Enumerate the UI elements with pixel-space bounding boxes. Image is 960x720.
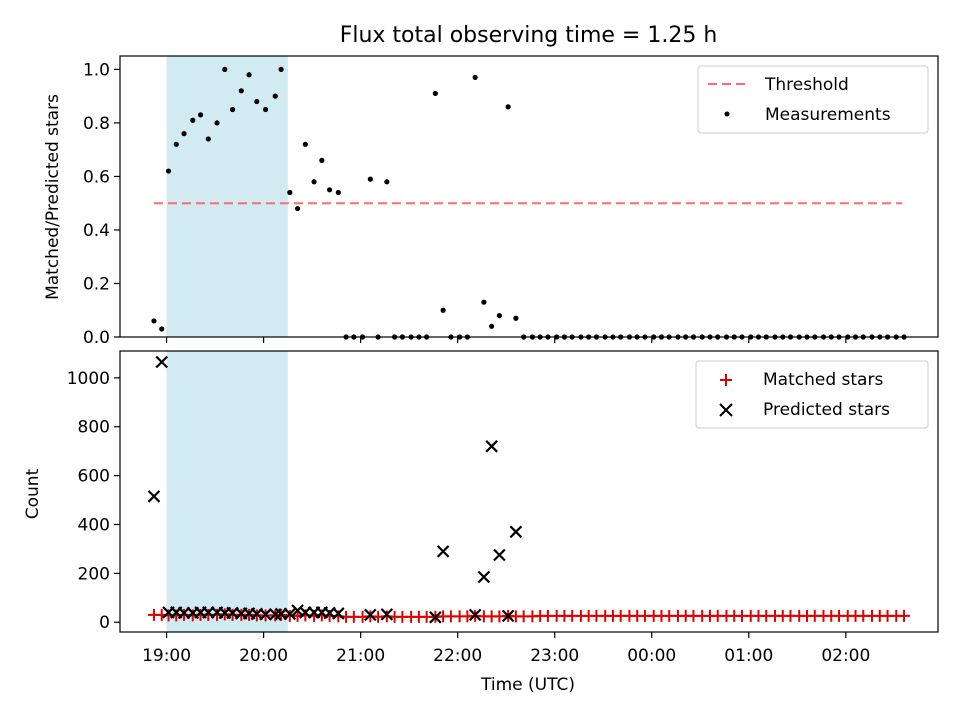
measurement-point (173, 141, 179, 147)
predicted-star-point (493, 548, 506, 562)
bottom-ytick-label: 0 (99, 613, 110, 633)
bottom-axes-frame (119, 350, 939, 633)
measurement-point (254, 98, 260, 105)
top-marks (151, 66, 907, 340)
bottom-marks (147, 355, 911, 624)
bottom-legend-frame (695, 360, 929, 429)
predicted-star-point (155, 355, 169, 369)
measurement-point (326, 187, 333, 193)
matched-star-point (898, 609, 911, 622)
measurement-point (181, 131, 187, 137)
measurement-point (278, 66, 284, 72)
legend-predicted-swatch (719, 403, 733, 417)
top-ytick-label: 0.0 (83, 328, 110, 348)
bottom-xtick-label: 01:00 (724, 646, 773, 666)
predicted-star-point (485, 440, 498, 453)
measurement-point (159, 326, 165, 332)
top-ytick-label: 0.2 (83, 274, 110, 294)
legend-measurements-swatch (724, 111, 730, 117)
bottom-legend: Matched stars Predicted stars (695, 360, 929, 429)
predicted-star-point (429, 611, 442, 624)
top-legend-frame (697, 65, 929, 134)
predicted-star-point (477, 570, 491, 584)
predicted-star-point (436, 545, 450, 558)
x-axis-label: Time (UTC) (480, 675, 575, 695)
bottom-xtick-label: 19:00 (142, 646, 191, 666)
bottom-xtick-label: 22:00 (433, 646, 482, 666)
legend-matched-label: Matched stars (763, 370, 883, 390)
measurement-point (151, 318, 157, 324)
top-x-tickmarks (165, 337, 847, 343)
bottom-ytick-label: 200 (78, 564, 110, 584)
top-ytick-label: 0.4 (83, 221, 110, 241)
measurement-point (246, 72, 252, 78)
top-panel: 0.0 0.2 0.4 0.6 0.8 1.0 Matched/Predicted sta… (43, 55, 939, 348)
bottom-xtick-label: 20:00 (239, 646, 288, 666)
predicted-star-point (501, 609, 515, 623)
measurement-point (205, 136, 211, 142)
bottom-ytick-label: 1000 (67, 369, 110, 389)
predicted-star-point (364, 608, 377, 622)
legend-predicted-label: Predicted stars (763, 400, 890, 420)
bottom-ytick-label: 400 (78, 515, 110, 535)
measurement-point (262, 106, 269, 113)
top-ytick-label: 1.0 (83, 60, 110, 80)
bottom-ytick-label: 800 (78, 418, 110, 438)
predicted-star-point (147, 490, 161, 503)
top-y-axis: 0.0 0.2 0.4 0.6 0.8 1.0 (83, 60, 120, 348)
measurement-point (272, 93, 278, 99)
measurement-point (214, 120, 220, 126)
predicted-star-point (468, 608, 482, 622)
measurement-point (311, 179, 317, 185)
top-ytick-label: 0.6 (83, 167, 110, 187)
measurement-point (472, 74, 478, 81)
legend-measurements-label: Measurements (765, 105, 891, 125)
top-y-axis-label: Matched/Predicted stars (43, 94, 63, 300)
bottom-y-axis: 0 200 400 600 800 1000 (67, 369, 120, 633)
measurement-point (238, 88, 244, 94)
measurement-point (505, 104, 511, 110)
measurement-point (335, 189, 341, 196)
bottom-x-axis: 19:00 20:00 21:00 22:00 23:00 00:00 01:00 02:00 (142, 632, 870, 666)
measurement-point (481, 299, 487, 305)
measurement-point (367, 176, 373, 182)
bottom-y-axis-label: Count (23, 468, 43, 519)
measurement-point (496, 312, 503, 319)
measurement-point (513, 315, 519, 321)
bottom-xtick-label: 23:00 (530, 646, 579, 666)
measurement-point (294, 205, 301, 212)
bottom-panel: 0 200 400 600 800 1000 19:00 20:00 21:00 22:00 23… (23, 350, 939, 695)
bottom-xtick-label: 21:00 (336, 646, 385, 666)
bottom-xtick-label: 00:00 (627, 646, 676, 666)
measurement-point (432, 90, 438, 97)
predicted-star-point (283, 607, 297, 621)
legend-matched-swatch (720, 374, 732, 386)
measurement-point (302, 141, 308, 147)
top-shaded-span (166, 56, 288, 337)
measurement-point (440, 307, 446, 313)
bottom-xtick-label: 02:00 (821, 646, 870, 666)
top-ytick-label: 0.8 (83, 114, 110, 134)
bottom-ytick-label: 600 (78, 467, 110, 487)
predicted-star-point (259, 608, 272, 621)
measurement-point (197, 112, 204, 118)
measurement-point (190, 117, 196, 123)
measurement-point (287, 189, 293, 196)
bottom-shaded-span (166, 351, 288, 632)
measurement-point (489, 323, 495, 329)
measurement-point (384, 179, 390, 185)
predicted-star-point (380, 608, 394, 621)
top-axes-frame (119, 55, 939, 338)
top-legend: Threshold Measurements (697, 65, 929, 134)
measurement-point (229, 106, 236, 113)
measurement-point (222, 66, 228, 72)
legend-threshold-label: Threshold (764, 75, 849, 95)
predicted-star-point (509, 525, 523, 539)
measurement-point (165, 168, 172, 174)
measurement-point (319, 157, 325, 163)
chart-title: Flux total observing time = 1.25 h (340, 23, 718, 48)
predicted-star-point (332, 607, 345, 620)
